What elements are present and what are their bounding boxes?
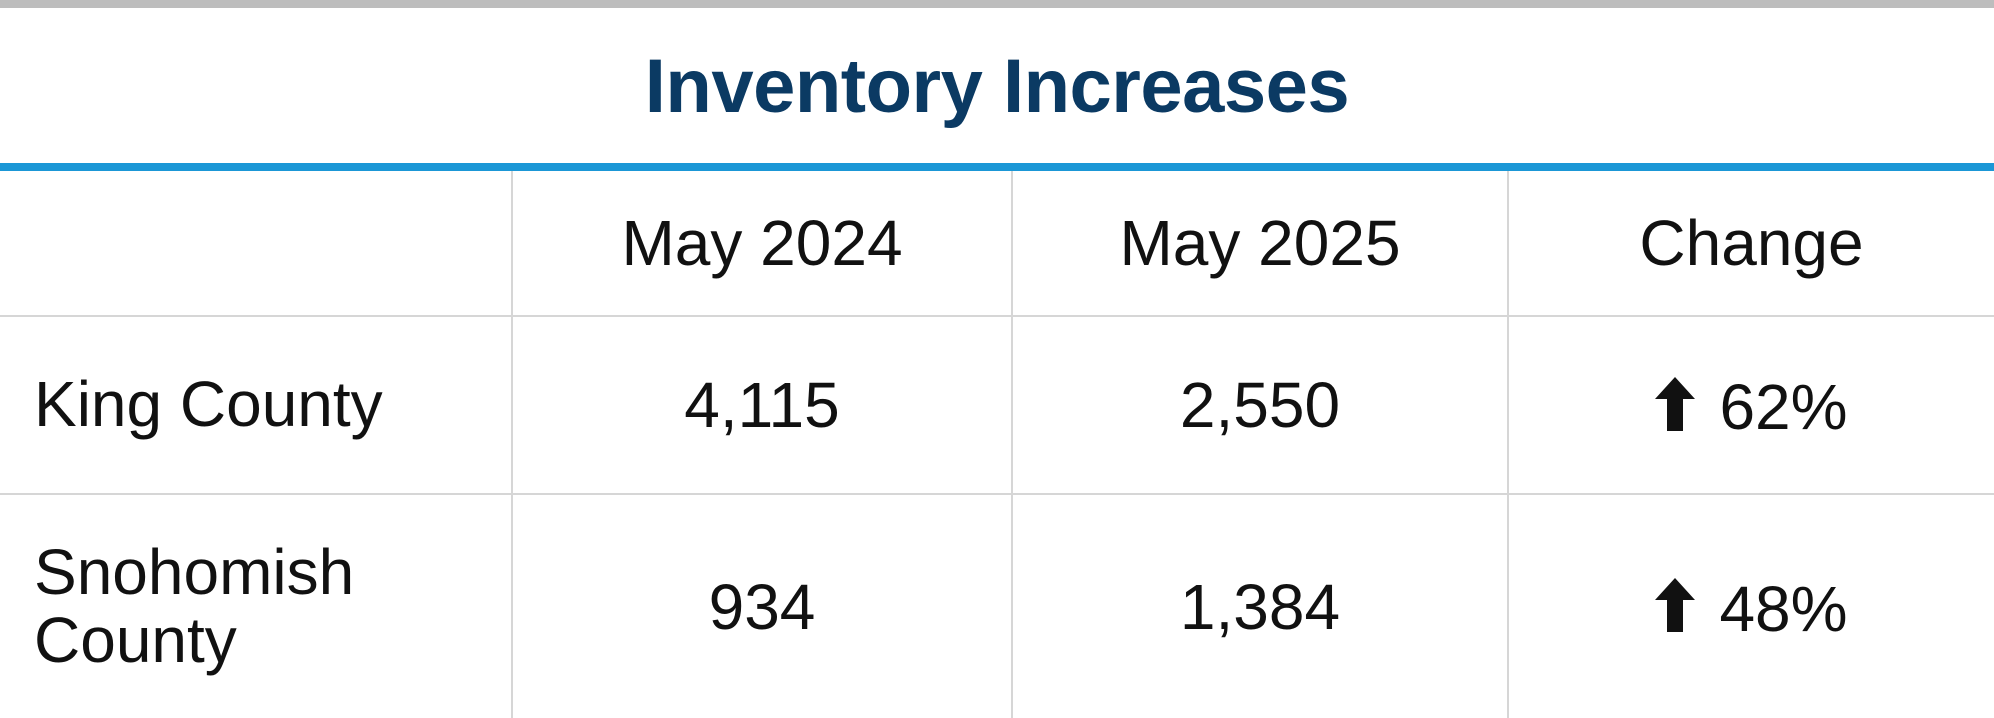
header-cell-may-2024: May 2024 — [511, 171, 1013, 317]
change-value: 62% — [1719, 371, 1848, 444]
header-cell-may-2025: May 2025 — [1011, 171, 1509, 317]
inventory-table: May 2024 May 2025 Change King County 4,1… — [0, 171, 1994, 718]
table-row: King County 4,115 2,550 62% — [0, 315, 1994, 495]
cell-may-2025: 1,384 — [1011, 493, 1509, 718]
cell-may-2025: 2,550 — [1011, 315, 1509, 495]
header-cell-change: Change — [1507, 171, 1994, 317]
row-label: King County — [0, 315, 513, 495]
table-title: Inventory Increases — [644, 43, 1350, 129]
cell-may-2024: 934 — [511, 493, 1013, 718]
header-cell-region — [0, 171, 513, 317]
title-underline — [0, 163, 1994, 171]
cell-change: 62% — [1507, 315, 1994, 495]
arrow-up-icon — [1655, 376, 1696, 431]
change-value: 48% — [1719, 573, 1848, 646]
cell-may-2024: 4,115 — [511, 315, 1013, 495]
cell-change: 48% — [1507, 493, 1994, 718]
arrow-up-icon — [1655, 578, 1696, 633]
row-label: Snohomish County — [0, 493, 513, 718]
header-row: May 2024 May 2025 Change — [0, 171, 1994, 317]
table-row: Snohomish County 934 1,384 48% — [0, 493, 1994, 718]
top-divider — [0, 0, 1994, 8]
